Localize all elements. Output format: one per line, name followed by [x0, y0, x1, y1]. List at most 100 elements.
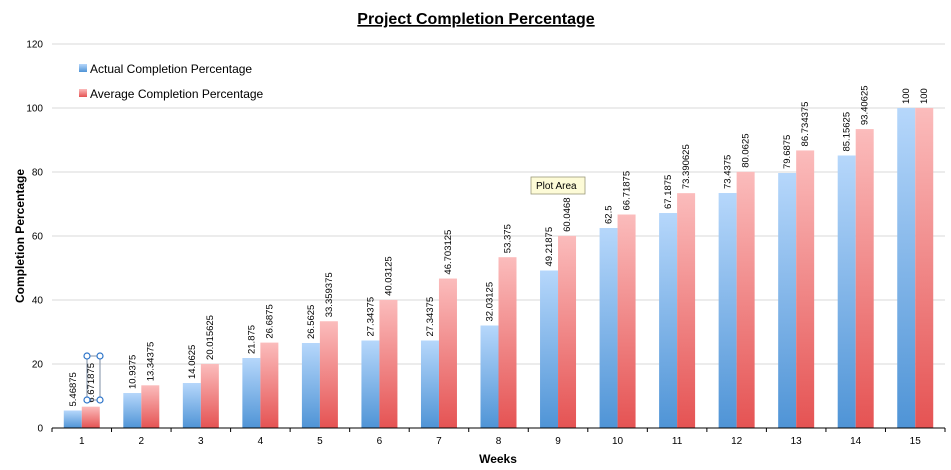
- bar-average-week-10[interactable]: [617, 214, 636, 429]
- legend-label-average: Average Completion Percentage: [90, 87, 264, 101]
- bar-actual-week-12[interactable]: [718, 193, 737, 428]
- bar-average-week-8[interactable]: [498, 257, 517, 428]
- x-tick-label: 9: [555, 436, 561, 447]
- bar-average-week-1[interactable]: [81, 406, 100, 428]
- tooltip-box: [530, 176, 586, 195]
- bar-average-week-13[interactable]: [796, 150, 815, 428]
- bar-average-week-6[interactable]: [379, 299, 398, 428]
- y-tick-label: 20: [32, 360, 44, 371]
- bar-average-week-15[interactable]: [915, 108, 934, 428]
- tooltip-text: Plot Area: [536, 181, 577, 192]
- x-tick-label: 15: [910, 436, 922, 447]
- x-tick-label: 7: [436, 436, 442, 447]
- data-label-average-week-4: 26.6875: [264, 304, 275, 338]
- y-tick-label: 0: [37, 424, 43, 435]
- x-tick-label: 11: [672, 436, 683, 447]
- data-label-average-week-13: 86.734375: [800, 102, 811, 147]
- x-tick-label: 6: [377, 436, 383, 447]
- data-label-average-week-14: 93.40625: [860, 85, 871, 125]
- bar-average-week-11[interactable]: [677, 193, 696, 428]
- data-label-average-week-3: 20.015625: [205, 315, 216, 360]
- data-label-average-week-7: 46.703125: [443, 230, 454, 275]
- data-label-average-week-6: 40.03125: [383, 256, 394, 296]
- data-label-actual-week-15: 100: [901, 88, 912, 104]
- data-label-actual-week-14: 85.15625: [842, 112, 853, 152]
- selection-handle[interactable]: [83, 396, 91, 404]
- y-axis-ticks: 0 20 40 60 80 100 120: [26, 40, 43, 435]
- data-label-average-week-12: 80.0625: [741, 133, 752, 167]
- x-tick-label: 2: [139, 436, 145, 447]
- bar-average-week-2[interactable]: [141, 385, 160, 428]
- data-label-average-week-5: 33.359375: [324, 272, 335, 317]
- bar-average-week-9[interactable]: [558, 235, 577, 428]
- bar-actual-week-5[interactable]: [301, 343, 320, 428]
- data-label-average-week-2: 13.34375: [145, 342, 156, 382]
- legend-label-actual: Actual Completion Percentage: [90, 62, 252, 76]
- selection-handle[interactable]: [83, 352, 91, 360]
- bar-actual-week-4[interactable]: [242, 358, 261, 428]
- data-label-actual-week-10: 62.5: [604, 206, 615, 225]
- bar-actual-week-14[interactable]: [837, 155, 856, 429]
- x-tick-label: 1: [79, 436, 85, 447]
- x-axis-ticks: 1 2 3 4 5 6 7 8 9 10 11 12 13 14 15: [51, 428, 946, 447]
- bar-actual-week-3[interactable]: [182, 383, 201, 428]
- legend[interactable]: Actual Completion Percentage Average Com…: [79, 62, 264, 101]
- selection-handle[interactable]: [96, 352, 104, 360]
- y-tick-label: 120: [26, 40, 43, 51]
- data-label-actual-week-1: 5.46875: [68, 372, 79, 406]
- data-label-actual-week-4: 21.875: [246, 325, 257, 354]
- bar-average-week-3[interactable]: [200, 363, 219, 428]
- y-tick-label: 80: [32, 168, 44, 179]
- y-axis-title: Completion Percentage: [13, 169, 27, 303]
- bar-average-week-4[interactable]: [260, 342, 279, 428]
- bar-actual-week-8[interactable]: [480, 325, 499, 429]
- data-label-actual-week-9: 49.21875: [544, 227, 555, 267]
- bar-actual-week-2[interactable]: [123, 393, 142, 428]
- bar-average-week-12[interactable]: [736, 171, 755, 429]
- data-label-actual-week-11: 67.1875: [663, 175, 674, 209]
- data-labels: 5.46875 6.671875 10.9375 13.34375 14.0625 20.…: [68, 85, 930, 406]
- x-tick-label: 4: [258, 436, 264, 447]
- data-label-actual-week-8: 32.03125: [485, 282, 496, 322]
- bar-actual-week-9[interactable]: [540, 270, 559, 429]
- data-label-average-week-1: 6.671875: [86, 363, 97, 403]
- data-label-average-week-9: 60.0468: [562, 198, 573, 232]
- data-label-actual-week-7: 27.34375: [425, 297, 436, 337]
- data-label-actual-week-12: 73.4375: [723, 155, 734, 189]
- bar-actual-week-10[interactable]: [599, 228, 618, 428]
- selection-handle[interactable]: [96, 396, 104, 404]
- x-tick-label: 14: [850, 436, 862, 447]
- data-label-actual-week-5: 26.5625: [306, 305, 317, 339]
- x-tick-label: 13: [791, 436, 803, 447]
- selection-box: [86, 355, 101, 401]
- data-label-actual-week-3: 14.0625: [187, 345, 198, 379]
- data-label-average-week-15: 100: [919, 88, 930, 104]
- bar-actual-week-11[interactable]: [659, 213, 678, 428]
- data-label-average-week-10: 66.71875: [622, 171, 633, 211]
- y-tick-label: 60: [32, 232, 44, 243]
- data-label-actual-week-13: 79.6875: [782, 135, 793, 169]
- data-label-actual-week-2: 10.9375: [127, 355, 138, 389]
- tooltip: Plot Area: [530, 176, 586, 195]
- y-tick-label: 40: [32, 296, 44, 307]
- x-axis-title: Weeks: [479, 452, 517, 466]
- x-tick-label: 10: [612, 436, 624, 447]
- legend-swatch-actual: [79, 64, 87, 72]
- selected-label-handles[interactable]: [83, 352, 104, 404]
- x-tick-label: 5: [317, 436, 323, 447]
- bar-actual-week-7[interactable]: [420, 340, 439, 429]
- legend-swatch-average: [79, 89, 87, 97]
- data-label-average-week-8: 53.375: [503, 224, 514, 253]
- bar-average-week-5[interactable]: [319, 321, 338, 428]
- data-label-actual-week-6: 27.34375: [365, 297, 376, 337]
- bar-actual-week-13[interactable]: [778, 173, 797, 428]
- bar-actual-week-6[interactable]: [361, 340, 380, 429]
- x-tick-label: 12: [731, 436, 743, 447]
- bar-average-week-14[interactable]: [855, 129, 874, 428]
- bar-average-week-7[interactable]: [438, 278, 457, 428]
- bar-actual-week-15[interactable]: [897, 108, 916, 428]
- bars[interactable]: [63, 108, 934, 429]
- x-tick-label: 3: [198, 436, 204, 447]
- bar-actual-week-1[interactable]: [63, 410, 82, 429]
